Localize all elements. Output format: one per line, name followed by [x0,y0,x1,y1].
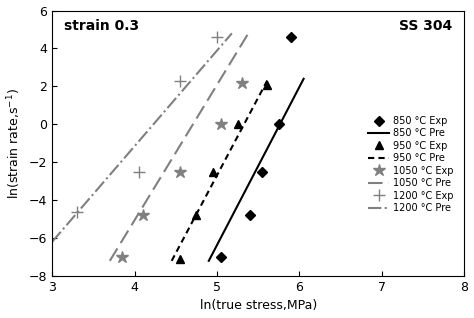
X-axis label: ln(true stress,MPa): ln(true stress,MPa) [200,300,317,313]
Y-axis label: ln(strain rate,s$^{-1}$): ln(strain rate,s$^{-1}$) [6,88,23,199]
Legend: 850 °C Exp, 850 °C Pre, 950 °C Exp, 950 °C Pre, 1050 °C Exp, 1050 °C Pre, 1200 °: 850 °C Exp, 850 °C Pre, 950 °C Exp, 950 … [364,112,457,217]
Text: strain 0.3: strain 0.3 [64,18,139,32]
Text: SS 304: SS 304 [399,18,452,32]
